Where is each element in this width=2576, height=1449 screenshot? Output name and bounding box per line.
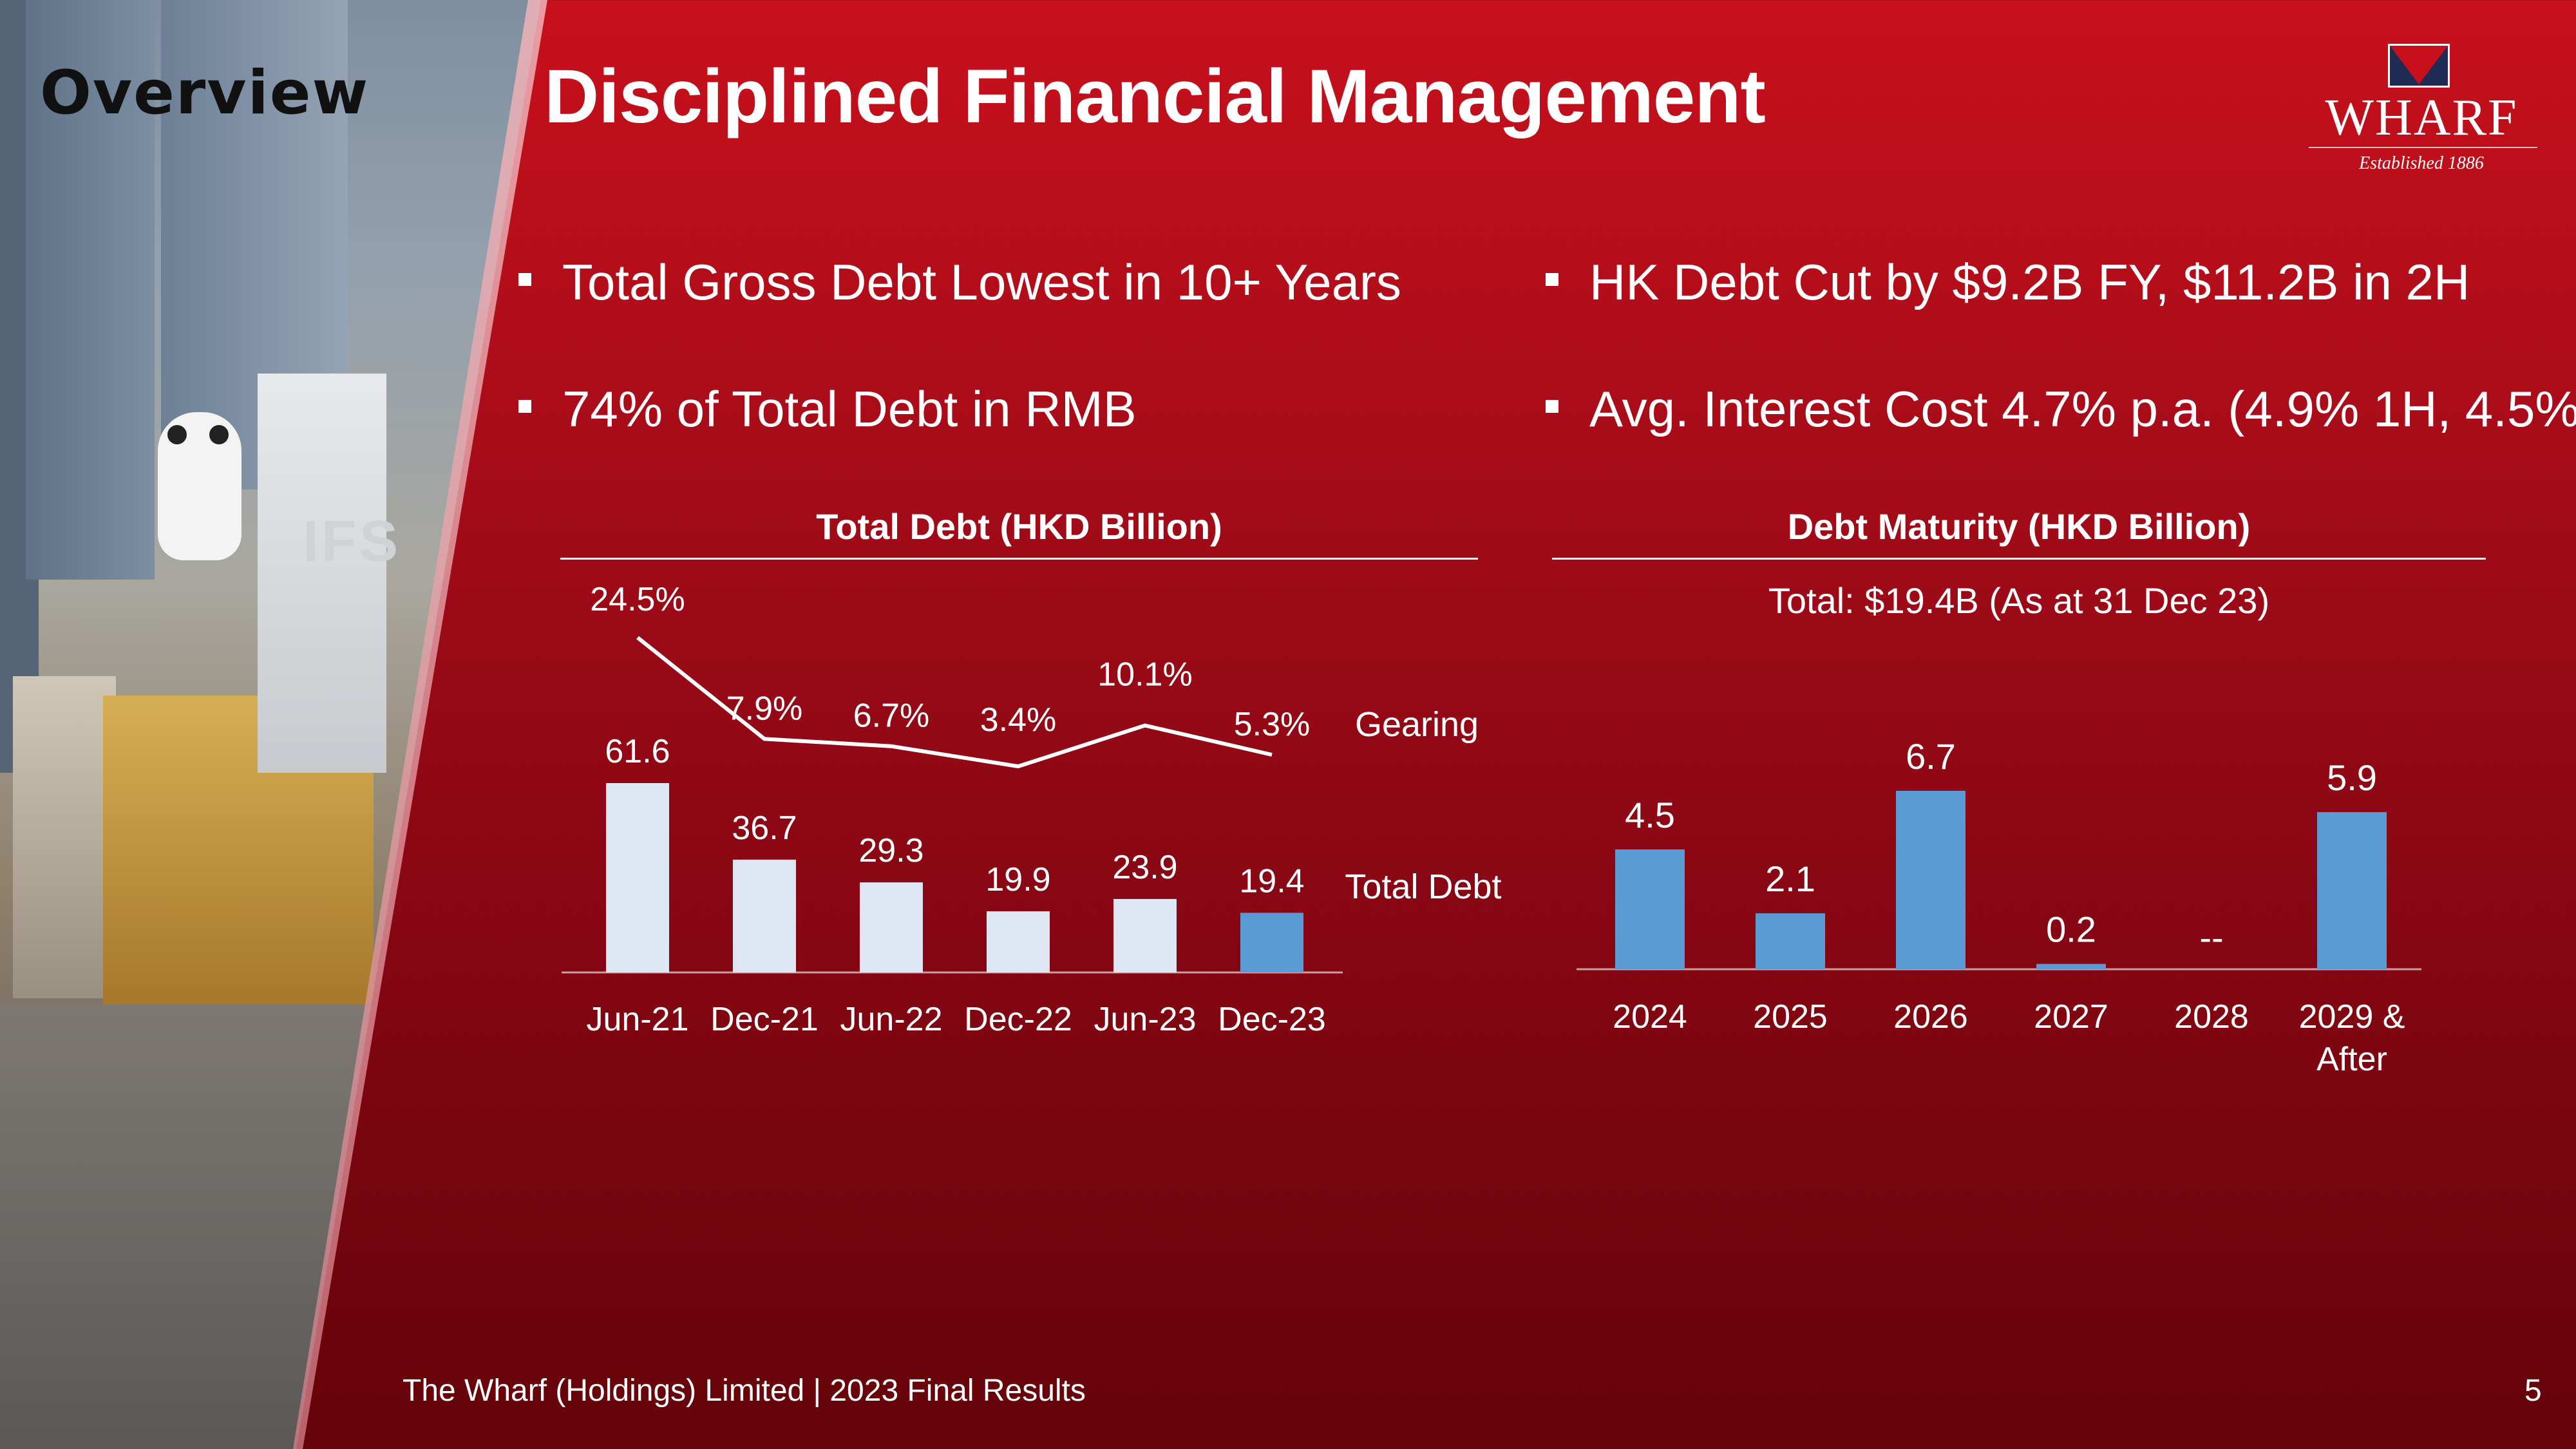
building-shape [13,676,116,998]
maturity-bar [2036,963,2106,969]
maturity-value-label: 4.5 [1625,795,1675,835]
maturity-value-label: 5.9 [2327,757,2377,798]
debt-value-label: 19.4 [1239,862,1304,900]
x-tick-label: Dec-22 [964,1001,1072,1038]
bullet-item: Avg. Interest Cost 4.7% p.a. (4.9% 1H, 4… [1546,380,2576,439]
bullet-icon [518,400,531,413]
x-tick-label: 2027 [2034,998,2108,1036]
debt-value-label: 61.6 [605,733,670,770]
chart-subtitle: Total: $19.4B (As at 31 Dec 23) [1768,580,2270,621]
x-tick-label: 2025 [1753,998,1828,1036]
debt-bar [860,882,923,972]
debt-value-label: 29.3 [858,832,923,869]
maturity-bar [1896,791,1965,969]
debt-value-label: 19.9 [985,861,1050,898]
maturity-bar [2317,812,2387,969]
bullet-item: HK Debt Cut by $9.2B FY, $11.2B in 2H [1546,253,2470,312]
gearing-value-label: 7.9% [726,690,803,727]
debt-bar [987,911,1050,972]
bullet-icon [1546,400,1558,413]
bullet-icon [1546,273,1558,287]
chart-title: Total Debt (HKD Billion) [816,506,1222,547]
debt-bar [606,783,669,972]
legend-gearing: Gearing [1355,705,1479,744]
x-tick-label: Jun-21 [587,1001,689,1038]
bullet-text: Avg. Interest Cost 4.7% p.a. (4.9% 1H, 4… [1589,381,2576,437]
logo-rule [2309,147,2537,148]
chart-title-rule [1552,558,2486,560]
x-tick-label: 2029 & [2299,998,2405,1036]
page-number: 5 [2524,1374,2542,1408]
footer-text: The Wharf (Holdings) Limited | 2023 Fina… [402,1374,1086,1408]
debt-bar [1113,898,1177,972]
maturity-bar [1615,849,1685,969]
logo-wordmark: WHARF [2325,90,2518,146]
bullet-text: Total Gross Debt Lowest in 10+ Years [562,254,1401,310]
logo-established: Established 1886 [2359,153,2484,173]
bullet-text: HK Debt Cut by $9.2B FY, $11.2B in 2H [1589,254,2470,310]
x-tick-label: 2024 [1613,998,1687,1036]
gearing-value-label: 24.5% [590,581,685,618]
x-tick-label: Jun-22 [840,1001,943,1038]
section-label: Overview [40,58,370,128]
bullet-text: 74% of Total Debt in RMB [562,381,1137,437]
gearing-value-label: 6.7% [853,697,930,735]
chart-title-rule [560,558,1478,560]
page-title: Disciplined Financial Management [544,54,1766,139]
maturity-bar [1756,913,1825,969]
gearing-line [636,636,1273,768]
debt-bar [733,859,796,972]
panda-sculpture [158,412,242,560]
wharf-logo: WHARF Established 1886 [2306,39,2537,187]
flag-icon [2388,44,2450,88]
x-tick-label: Dec-21 [710,1001,819,1038]
chart-title: Debt Maturity (HKD Billion) [1787,506,2251,547]
building-sign: IFS [258,374,398,773]
building-shape [26,0,155,580]
bullet-icon [518,273,531,287]
gearing-value-label: 3.4% [980,701,1057,739]
legend-total-debt: Total Debt [1345,867,1501,906]
maturity-value-label: 0.2 [2046,909,2096,950]
debt-value-label: 23.9 [1112,849,1177,886]
debt-value-label: 36.7 [732,810,797,847]
debt-bar [1240,913,1303,972]
x-tick-label: 2026 [1893,998,1968,1036]
bullet-item: 74% of Total Debt in RMB [518,380,1137,439]
maturity-value-label: 6.7 [1906,736,1956,777]
x-tick-label: Dec-23 [1218,1001,1326,1038]
bullet-item: Total Gross Debt Lowest in 10+ Years [518,253,1401,312]
gearing-value-label: 10.1% [1097,656,1192,693]
x-tick-label: After [2316,1041,2387,1078]
maturity-value-label: -- [2199,917,2223,958]
x-tick-label: 2028 [2174,998,2249,1036]
maturity-value-label: 2.1 [1765,858,1815,899]
gearing-value-label: 5.3% [1234,706,1311,743]
x-tick-label: Jun-23 [1094,1001,1197,1038]
